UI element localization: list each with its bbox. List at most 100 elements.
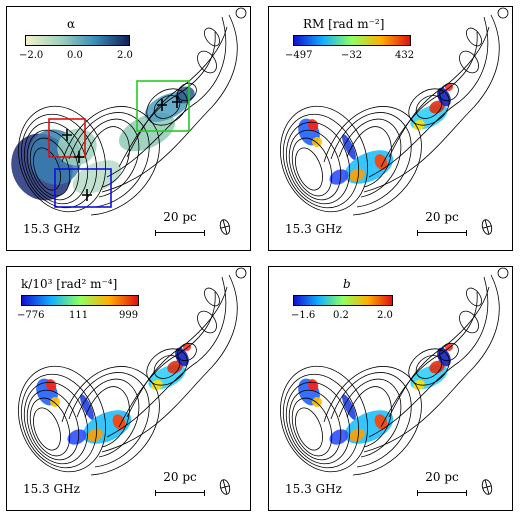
colorbar-tick-max: 2.0 [377, 310, 393, 321]
component-marker [172, 96, 182, 108]
contour-line [380, 31, 478, 168]
contour-line [282, 113, 360, 209]
color-region [167, 360, 183, 374]
contour-line [368, 276, 489, 438]
colorbar-tick-mid: −32 [341, 50, 363, 61]
contour-line [118, 31, 216, 168]
colorbar-tick-min: −2.0 [19, 50, 44, 61]
contour-line [330, 112, 412, 208]
contour-line [439, 342, 459, 362]
beam-ellipse-icon [480, 478, 494, 496]
frequency-label: 15.3 GHz [285, 222, 342, 236]
contour-line [146, 88, 188, 126]
contour-line [197, 50, 217, 74]
contour-line [408, 348, 450, 386]
contour-line [126, 26, 228, 158]
colorbar-tick-min: −1.6 [291, 310, 316, 321]
scale-bar-line [155, 490, 205, 496]
contour-line [61, 366, 160, 476]
contour-line [280, 105, 368, 213]
contour-line [408, 88, 450, 126]
color-region [374, 154, 388, 170]
frequency-label: 15.3 GHz [285, 482, 342, 496]
frequency-label: 15.3 GHz [23, 222, 80, 236]
contour-line [291, 397, 333, 457]
contour-line [295, 147, 323, 191]
contour-line [204, 287, 220, 307]
contour-line [26, 389, 80, 461]
colorbar-tick-mid: 111 [69, 310, 89, 321]
color-region [175, 347, 189, 367]
contour-line [295, 407, 323, 451]
scale-bar: 20 pc [149, 470, 211, 500]
colorbar-tick-mid: 0.2 [333, 310, 349, 321]
colorbar-title: b [343, 277, 351, 291]
color-region [87, 428, 103, 442]
color-region [342, 134, 356, 160]
contour-line [84, 386, 130, 448]
panel-spectral-index: α −2.0 0.0 2.0 15.3 GHz 20 pc [6, 6, 251, 251]
contour-line [288, 129, 342, 201]
scale-bar-line [417, 230, 467, 236]
contour-map [11, 7, 247, 216]
color-region [349, 428, 365, 442]
contour-line [288, 389, 342, 461]
contour-line [415, 355, 443, 379]
contour-line [285, 381, 351, 465]
contour-line [29, 137, 71, 197]
beam-ellipse-icon [480, 218, 494, 236]
contour-line [346, 126, 392, 188]
contour-line [363, 14, 500, 193]
contour-line [68, 112, 150, 208]
colorbar-tick-max: 432 [395, 50, 415, 61]
color-region [342, 394, 356, 420]
beam-ellipse-icon [218, 218, 232, 236]
color-region [312, 397, 322, 407]
colorbar-title: k/10³ [rad² m⁻⁴] [21, 277, 118, 291]
colorbar-tick-min: −776 [17, 310, 45, 321]
contour-line [29, 397, 71, 457]
contour-line [18, 365, 106, 473]
contour-line [282, 373, 360, 469]
color-region [112, 414, 126, 430]
contour-line [280, 365, 368, 473]
scale-bar: 20 pc [149, 210, 211, 240]
contour-map [280, 267, 509, 476]
contour-line [497, 7, 509, 19]
contour-line [291, 137, 333, 197]
color-region [437, 347, 451, 367]
panel-rotation-measure: RM [rad m⁻²] −497 −32 432 15.3 GHz 20 pc [268, 6, 513, 251]
contour-line [368, 16, 489, 178]
color-region [437, 87, 451, 107]
component-marker [74, 151, 84, 163]
color-region [50, 397, 60, 407]
contour-line [106, 276, 227, 438]
color-region [429, 100, 445, 114]
colorbar [293, 295, 393, 306]
scale-bar: 20 pc [411, 470, 473, 500]
contour-line [323, 366, 422, 476]
contour-line [23, 381, 89, 465]
contour-line [497, 267, 509, 279]
colorbar-tick-mid: 0.0 [67, 50, 83, 61]
contour-line [330, 372, 412, 468]
frequency-label: 15.3 GHz [23, 482, 80, 496]
color-region [429, 360, 445, 374]
contour-line [153, 95, 181, 119]
scale-bar-line [417, 490, 467, 496]
contour-line [459, 310, 479, 334]
contour-line [106, 16, 227, 178]
contour-map [280, 7, 509, 216]
contour-line [84, 126, 130, 188]
scale-label: 20 pc [163, 210, 197, 224]
colorbar-title: RM [rad m⁻²] [303, 17, 385, 31]
colorbar [293, 35, 411, 46]
contour-line [68, 372, 150, 468]
green-region-box [136, 80, 190, 132]
contour-line [323, 106, 422, 216]
contour-line [197, 310, 217, 334]
component-marker [157, 99, 167, 111]
contour-line [388, 286, 490, 418]
contour-line [363, 274, 500, 453]
component-marker [82, 189, 92, 201]
